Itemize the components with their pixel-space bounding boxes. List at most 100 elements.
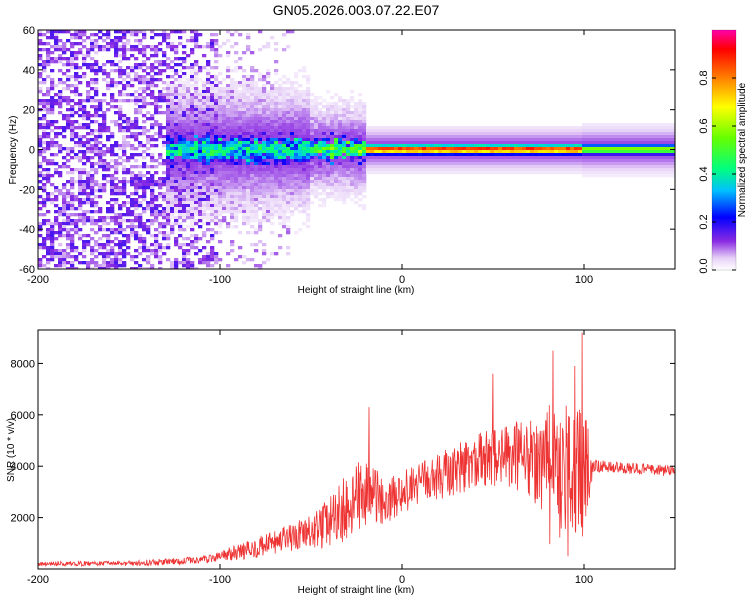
spectrogram-cell [554, 126, 559, 130]
spectrogram-cell [242, 117, 247, 121]
spectrogram-cell [278, 210, 283, 214]
spectrogram-cell [134, 90, 139, 94]
spectrogram-cell [418, 129, 423, 133]
spectrogram-cell [62, 183, 67, 187]
spectrogram-cell [566, 162, 571, 166]
spectrogram-cell [66, 252, 71, 256]
spectrogram-cell [454, 162, 459, 166]
spectrogram-cell [630, 174, 635, 178]
spectrogram-cell [322, 132, 327, 136]
spectrogram-cell [138, 180, 143, 184]
spectrogram-cell [558, 129, 563, 133]
spectrogram-cell [182, 75, 187, 79]
spectrogram-cell [550, 141, 555, 145]
spectrogram-cell [118, 99, 123, 103]
spectrogram-cell [114, 120, 119, 124]
spectrogram-cell [166, 114, 171, 118]
spectrogram-cell [310, 135, 315, 139]
spectrogram-cell [350, 144, 355, 148]
spectrogram-cell [246, 192, 251, 196]
spectrogram-cell [362, 156, 367, 160]
spectrogram-cell [174, 99, 179, 103]
spectrogram-cell [150, 195, 155, 199]
spectrogram-cell [270, 168, 275, 172]
spectrogram-cell [242, 105, 247, 109]
spectrogram-cell [194, 267, 199, 269]
spectrogram-cell [62, 57, 67, 61]
spectrogram-cell [222, 159, 227, 163]
spectrogram-cell [266, 165, 271, 169]
spectrogram-cell [350, 177, 355, 181]
spectrogram-cell [226, 252, 231, 256]
spectrogram-cell [82, 126, 87, 130]
spectrogram-cell [514, 135, 519, 139]
spectrogram-cell [62, 87, 67, 91]
spectrogram-cell [142, 90, 147, 94]
spectrogram-cell [366, 144, 371, 148]
spectrogram-cell [218, 45, 223, 49]
spectrogram-cell [542, 153, 547, 157]
spectrogram-cell [510, 129, 515, 133]
spectrogram-cell [446, 135, 451, 139]
spectrogram-cell [94, 138, 99, 142]
spectrogram-cell [86, 117, 91, 121]
spectrogram-cell [558, 138, 563, 142]
spectrogram-cell [306, 96, 311, 100]
spectrogram-cell [342, 195, 347, 199]
spectrogram-cell [490, 165, 495, 169]
spectrogram-cell [242, 75, 247, 79]
spectrogram-cell [130, 219, 135, 223]
spectrogram-cell [122, 171, 127, 175]
spectrogram-cell [98, 48, 103, 52]
spectrogram-cell [238, 189, 243, 193]
spectrogram-cell [362, 174, 367, 178]
spectrogram-cell [282, 129, 287, 133]
spectrogram-cell [314, 165, 319, 169]
spectrogram-cell [598, 132, 603, 136]
spectrogram-cell [174, 180, 179, 184]
spectrogram-cell [258, 93, 263, 97]
spectrogram-cell [246, 162, 251, 166]
spectrogram-cell [166, 138, 171, 142]
spectrogram-cell [358, 93, 363, 97]
spectrogram-cell [546, 159, 551, 163]
spectrogram-cell [258, 156, 263, 160]
spectrogram-cell [338, 195, 343, 199]
spectrogram-cell [582, 162, 587, 166]
spectrogram-cell [306, 183, 311, 187]
spectrogram-cell [146, 153, 151, 157]
spectrogram-cell [102, 117, 107, 121]
spectrogram-cell [614, 141, 619, 145]
spectrogram-cell [242, 96, 247, 100]
spectrogram-cell [250, 108, 255, 112]
spectrogram-cell [122, 117, 127, 121]
spectrogram-cell [226, 264, 231, 268]
spectrogram-cell [94, 249, 99, 253]
spectrogram-cell [246, 195, 251, 199]
spectrogram-cell [262, 261, 267, 265]
spectrogram-cell [386, 147, 391, 151]
spectrogram-cell [450, 135, 455, 139]
spectrogram-cell [238, 162, 243, 166]
spectrogram-cell [126, 195, 131, 199]
spectrogram-cell [622, 174, 627, 178]
spectrogram-cell [226, 102, 231, 106]
spectrogram-cell [282, 150, 287, 154]
spectrogram-cell [78, 207, 83, 211]
spectrogram-cell [242, 198, 247, 202]
spectrogram-cell [330, 180, 335, 184]
spectrogram-cell [102, 63, 107, 67]
spectrogram-cell [134, 123, 139, 127]
spectrogram-cell [42, 198, 47, 202]
spectrogram-cell [114, 192, 119, 196]
spectrogram-cell [186, 264, 191, 268]
spectrogram-cell [38, 225, 43, 229]
spectrogram-cell [286, 225, 291, 229]
spectrogram-cell [402, 162, 407, 166]
spectrogram-cell [410, 159, 415, 163]
spectrogram-cell [274, 114, 279, 118]
spectrogram-cell [358, 192, 363, 196]
spectrogram-cell [194, 192, 199, 196]
spectrogram-cell [198, 141, 203, 145]
spectrogram-cell [154, 51, 159, 55]
